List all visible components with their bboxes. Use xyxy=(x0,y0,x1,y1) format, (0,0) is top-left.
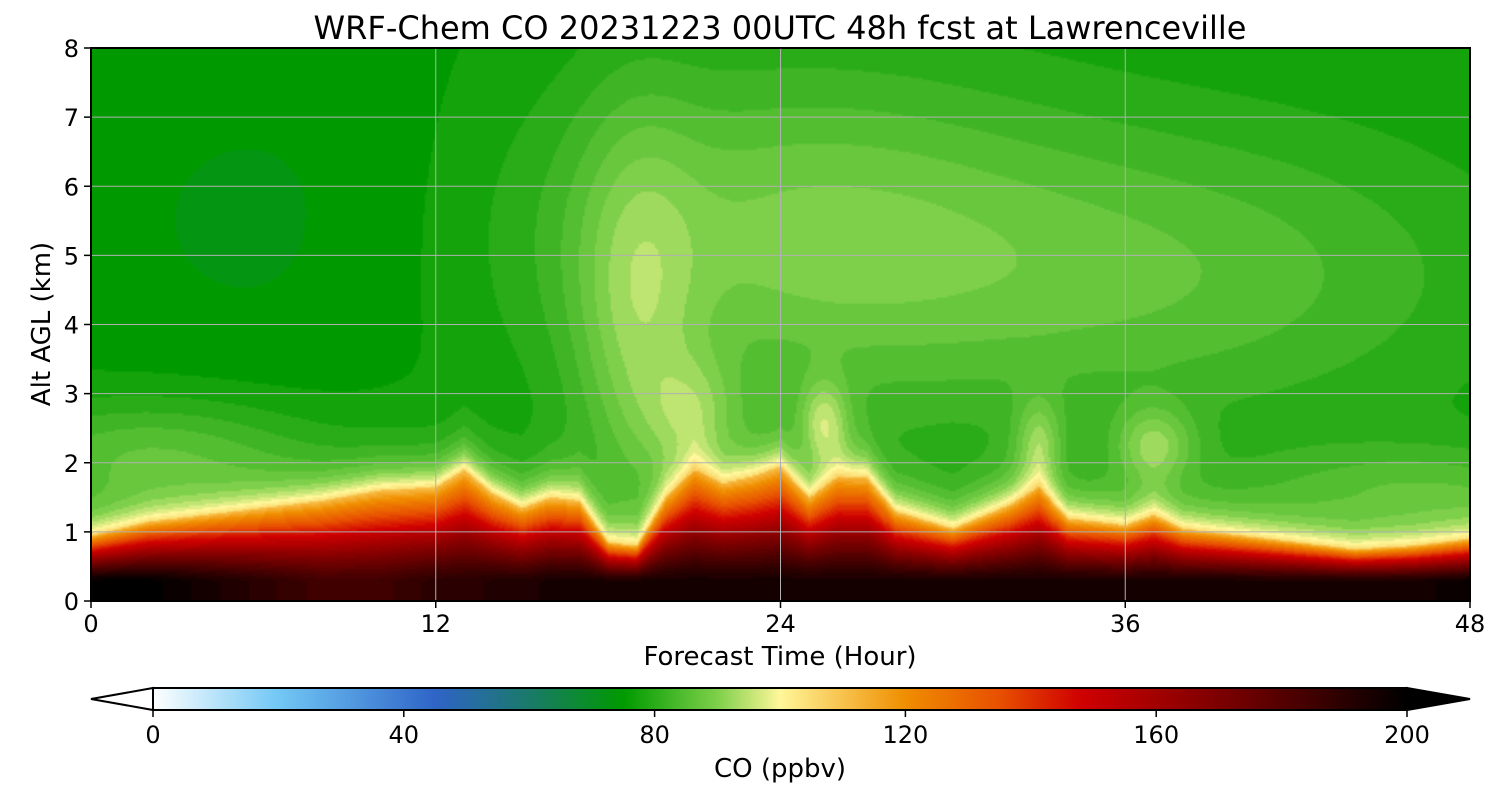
x-axis-ticks: 0 12 24 36 48 xyxy=(83,601,1485,638)
colorbar-tick-label: 40 xyxy=(389,721,420,749)
y-tick-label: 5 xyxy=(64,242,79,270)
colorbar: 0 40 80 120 160 200 CO (ppbv) xyxy=(90,686,1471,784)
y-tick-label: 8 xyxy=(64,35,79,63)
colorbar-frame xyxy=(152,687,1408,711)
colorbar-tick-label: 160 xyxy=(1133,721,1179,749)
colorbar-ticks: 0 40 80 120 160 200 xyxy=(145,710,1430,749)
y-tick-label: 0 xyxy=(64,588,79,616)
y-tick-label: 7 xyxy=(64,104,79,132)
x-tick-label: 24 xyxy=(765,610,796,638)
colorbar-label: CO (ppbv) xyxy=(714,754,846,784)
x-axis-label: Forecast Time (Hour) xyxy=(643,642,916,672)
y-axis-label: Alt AGL (km) xyxy=(27,242,57,406)
colorbar-gradient xyxy=(153,688,1407,710)
colorbar-max-extension xyxy=(1406,686,1471,712)
colorbar-min-extension xyxy=(90,686,154,712)
y-tick-label: 3 xyxy=(64,381,79,409)
y-tick-label: 4 xyxy=(64,312,79,340)
x-tick-label: 48 xyxy=(1455,610,1486,638)
x-tick-label: 12 xyxy=(420,610,451,638)
x-tick-label: 0 xyxy=(83,610,98,638)
colorbar-tick-label: 80 xyxy=(639,721,670,749)
y-axis-ticks: 0 1 2 3 4 5 6 7 8 xyxy=(64,35,91,616)
colorbar-tick-label: 0 xyxy=(145,721,160,749)
colorbar-tick-label: 120 xyxy=(882,721,928,749)
x-tick-label: 36 xyxy=(1110,610,1141,638)
colorbar-tick-label: 200 xyxy=(1384,721,1430,749)
y-tick-label: 2 xyxy=(64,450,79,478)
y-tick-label: 1 xyxy=(64,519,79,547)
y-tick-label: 6 xyxy=(64,173,79,201)
chart-title: WRF-Chem CO 20231223 00UTC 48h fcst at L… xyxy=(314,9,1247,47)
